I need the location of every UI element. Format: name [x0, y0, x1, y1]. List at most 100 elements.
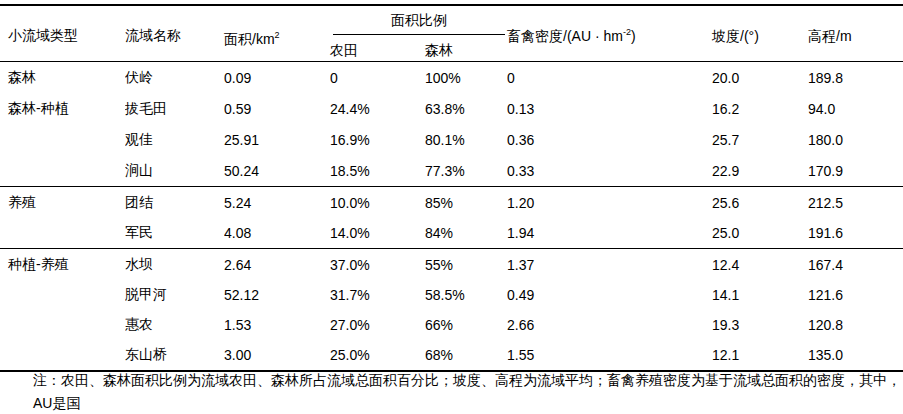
cell-area: 5.24: [224, 195, 330, 211]
cell-farmland: 31.7%: [330, 287, 425, 303]
cell-name: 涧山: [125, 162, 224, 180]
column-header-area-text: 面积/km: [224, 31, 275, 47]
cell-forest: 63.8%: [425, 101, 507, 117]
cell-density: 1.20: [507, 195, 712, 211]
cell-density: 1.37: [507, 257, 712, 273]
cell-forest: 84%: [425, 225, 507, 241]
column-header-elevation: 高程/m: [808, 29, 852, 43]
column-header-density-paren: ): [631, 28, 636, 44]
table-row: 东山桥 3.00 25.0% 68% 1.55 12.1 135.0: [0, 340, 903, 370]
cell-forest: 55%: [425, 257, 507, 273]
column-header-farmland: 农田: [330, 43, 358, 57]
cell-slope: 25.7: [712, 132, 808, 148]
cell-area: 25.91: [224, 132, 330, 148]
cell-area: 0.09: [224, 70, 330, 86]
cell-area: 4.08: [224, 225, 330, 241]
cell-farmland: 25.0%: [330, 347, 425, 363]
cell-name: 观佳: [125, 131, 224, 149]
table-row: 惠农 1.53 27.0% 66% 2.66 19.3 120.8: [0, 310, 903, 340]
column-header-density-superscript: -2: [623, 27, 631, 37]
cell-density: 1.55: [507, 347, 712, 363]
cell-type: 养殖: [0, 194, 125, 212]
cell-name: 团结: [125, 194, 224, 212]
cell-elevation: 121.6: [808, 287, 903, 303]
cell-slope: 19.3: [712, 317, 808, 333]
column-header-density: 畜禽密度/(AU · hm-2): [507, 29, 636, 43]
cell-elevation: 189.8: [808, 70, 903, 86]
cell-elevation: 170.9: [808, 163, 903, 179]
table-row: 养殖 团结 5.24 10.0% 85% 1.20 25.6 212.5: [0, 186, 903, 218]
watershed-table-page: 小流域类型 流域名称 面积/km2 面积比例 农田 森林 畜禽密度/(AU · …: [0, 0, 903, 414]
cell-elevation: 180.0: [808, 132, 903, 148]
cell-type: 森林: [0, 69, 125, 87]
cell-forest: 58.5%: [425, 287, 507, 303]
table-note: 注：农田、森林面积比例为流域农田、森林所占流域总面积百分比；坡度、高程为流域平均…: [1, 369, 902, 414]
cell-slope: 25.6: [712, 195, 808, 211]
cell-slope: 12.1: [712, 347, 808, 363]
cell-elevation: 191.6: [808, 225, 903, 241]
cell-area: 0.59: [224, 101, 330, 117]
cell-name: 脱甲河: [125, 286, 224, 304]
cell-area: 50.24: [224, 163, 330, 179]
cell-name: 军民: [125, 224, 224, 242]
cell-slope: 25.0: [712, 225, 808, 241]
cell-density: 0: [507, 70, 712, 86]
cell-slope: 12.4: [712, 257, 808, 273]
table-row: 观佳 25.91 16.9% 80.1% 0.36 25.7 180.0: [0, 124, 903, 155]
cell-farmland: 27.0%: [330, 317, 425, 333]
column-header-area-superscript: 2: [275, 30, 280, 40]
cell-elevation: 94.0: [808, 101, 903, 117]
cell-farmland: 10.0%: [330, 195, 425, 211]
column-header-area: 面积/km2: [224, 32, 280, 46]
cell-slope: 20.0: [712, 70, 808, 86]
column-header-type: 小流域类型: [8, 28, 78, 42]
cell-density: 0.49: [507, 287, 712, 303]
cell-name: 拔毛田: [125, 100, 224, 118]
cell-farmland: 24.4%: [330, 101, 425, 117]
cell-slope: 22.9: [712, 163, 808, 179]
cell-elevation: 135.0: [808, 347, 903, 363]
cell-name: 惠农: [125, 316, 224, 334]
column-header-name: 流域名称: [125, 28, 181, 42]
cell-density: 0.33: [507, 163, 712, 179]
cell-farmland: 0: [330, 70, 425, 86]
area-ratio-group-underline: [333, 34, 505, 35]
table-row: 种植-养殖 水坝 2.64 37.0% 55% 1.37 12.4 167.4: [0, 248, 903, 280]
cell-farmland: 37.0%: [330, 257, 425, 273]
cell-area: 2.64: [224, 257, 330, 273]
cell-density: 0.13: [507, 101, 712, 117]
cell-type: 森林-种植: [0, 100, 125, 118]
cell-farmland: 18.5%: [330, 163, 425, 179]
column-header-forest: 森林: [425, 43, 453, 57]
table-body: 森林 伏岭 0.09 0 100% 0 20.0 189.8 森林-种植 拔毛田…: [0, 62, 903, 372]
cell-name: 东山桥: [125, 346, 224, 364]
cell-forest: 85%: [425, 195, 507, 211]
cell-elevation: 212.5: [808, 195, 903, 211]
cell-name: 水坝: [125, 256, 224, 274]
cell-density: 0.36: [507, 132, 712, 148]
cell-elevation: 167.4: [808, 257, 903, 273]
column-header-density-text: 畜禽密度/(AU · hm: [507, 28, 623, 44]
table-row: 脱甲河 52.12 31.7% 58.5% 0.49 14.1 121.6: [0, 280, 903, 310]
cell-slope: 14.1: [712, 287, 808, 303]
table-row: 森林-种植 拔毛田 0.59 24.4% 63.8% 0.13 16.2 94.…: [0, 93, 903, 124]
cell-elevation: 120.8: [808, 317, 903, 333]
table-header: 小流域类型 流域名称 面积/km2 面积比例 农田 森林 畜禽密度/(AU · …: [0, 4, 903, 62]
cell-farmland: 16.9%: [330, 132, 425, 148]
cell-area: 1.53: [224, 317, 330, 333]
table-row: 森林 伏岭 0.09 0 100% 0 20.0 189.8: [0, 62, 903, 93]
column-group-header-area-ratio: 面积比例: [333, 13, 505, 27]
table-note-line1: 注：农田、森林面积比例为流域农田、森林所占流域总面积百分比；坡度、高程为流域平均…: [1, 369, 902, 414]
cell-forest: 80.1%: [425, 132, 507, 148]
cell-forest: 68%: [425, 347, 507, 363]
cell-forest: 77.3%: [425, 163, 507, 179]
cell-density: 2.66: [507, 317, 712, 333]
table-row: 涧山 50.24 18.5% 77.3% 0.33 22.9 170.9: [0, 155, 903, 186]
cell-area: 52.12: [224, 287, 330, 303]
cell-area: 3.00: [224, 347, 330, 363]
cell-farmland: 14.0%: [330, 225, 425, 241]
cell-slope: 16.2: [712, 101, 808, 117]
cell-type: 种植-养殖: [0, 256, 125, 274]
cell-forest: 66%: [425, 317, 507, 333]
table-row: 军民 4.08 14.0% 84% 1.94 25.0 191.6: [0, 218, 903, 248]
